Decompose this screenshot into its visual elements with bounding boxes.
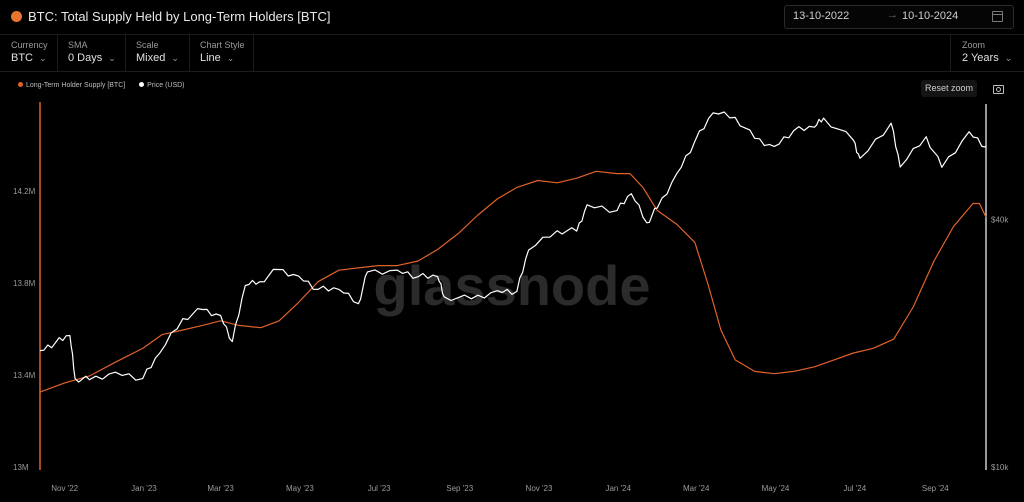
chevron-down-icon: ⌄ (39, 53, 47, 63)
chevron-down-icon: ⌄ (108, 53, 116, 63)
y-left-tick-label: 13.4M (13, 371, 36, 380)
x-tick-label: Mar '24 (683, 484, 710, 493)
chart-controls: Currency BTC ⌄ SMA 0 Days ⌄ Scale Mixed ⌄ C… (0, 34, 1024, 72)
date-end-input[interactable]: 10-10-2024 (902, 10, 959, 22)
top-bar: BTC: Total Supply Held by Long-Term Hold… (0, 0, 1024, 35)
chart-style-select[interactable]: Chart Style Line ⌄ (189, 34, 254, 71)
arrow-right-icon: → (887, 9, 898, 21)
scale-label: Scale (136, 40, 159, 50)
x-tick-label: Jan '23 (131, 484, 157, 493)
currency-label: Currency (11, 40, 48, 50)
sma-select[interactable]: SMA 0 Days ⌄ (57, 34, 126, 71)
x-tick-label: Sep '24 (922, 484, 949, 493)
zoom-select[interactable]: Zoom 2 Years ⌄ (950, 34, 1024, 71)
x-tick-label: May '24 (762, 484, 790, 493)
legend-swatch (139, 82, 145, 87)
x-tick-label: May '23 (286, 484, 314, 493)
x-tick-label: Nov '23 (526, 484, 553, 493)
watermark: glassnode (374, 254, 651, 317)
date-range-picker[interactable]: 13-10-2022 → 10-10-2024 (784, 5, 1014, 29)
y-left-tick-label: 13.8M (13, 279, 36, 288)
x-tick-label: Mar '23 (207, 484, 234, 493)
chevron-down-icon: ⌄ (226, 53, 235, 63)
y-left-tick-label: 13M (13, 463, 29, 472)
chevron-down-icon: ⌄ (1004, 53, 1013, 63)
x-tick-label: Jul '24 (843, 484, 866, 493)
y-left-tick-label: 14.2M (13, 187, 36, 196)
reset-zoom-button[interactable]: Reset zoom (921, 80, 977, 97)
x-tick-label: Jan '24 (605, 484, 631, 493)
x-tick-label: Nov '22 (51, 484, 78, 493)
sma-label: SMA (68, 40, 88, 50)
chart-style-value: Line (200, 52, 221, 64)
currency-value: BTC (11, 52, 33, 64)
scale-value: Mixed (136, 52, 166, 64)
x-tick-label: Jul '23 (368, 484, 391, 493)
chart-legend: Long-Term Holder Supply [BTC] Price (USD… (18, 82, 197, 89)
chevron-down-icon: ⌄ (171, 53, 179, 63)
legend-item-price[interactable]: Price (USD) (139, 82, 185, 89)
legend-item-lth-supply[interactable]: Long-Term Holder Supply [BTC] (18, 82, 125, 89)
calendar-icon[interactable] (992, 11, 1003, 22)
x-tick-label: Sep '23 (446, 484, 473, 493)
y-right-tick-label: $40k (991, 216, 1009, 225)
chart-style-label: Chart Style (200, 40, 245, 50)
camera-icon[interactable] (993, 85, 1004, 94)
series-line-price (39, 111, 987, 383)
legend-label: Long-Term Holder Supply [BTC] (26, 82, 126, 89)
page-title: BTC: Total Supply Held by Long-Term Hold… (28, 9, 331, 24)
zoom-value: 2 Years (962, 52, 999, 64)
sma-value: 0 Days (68, 52, 103, 64)
y-right-tick-label: $10k (991, 463, 1009, 472)
series-line-lth-supply (39, 170, 987, 393)
legend-label: Price (USD) (147, 82, 185, 89)
legend-swatch (18, 82, 23, 87)
zoom-label: Zoom (962, 40, 986, 50)
date-start-input[interactable]: 13-10-2022 (793, 10, 850, 22)
scale-select[interactable]: Scale Mixed ⌄ (125, 34, 190, 71)
currency-select[interactable]: Currency BTC ⌄ (0, 34, 58, 71)
bitcoin-asset-icon (11, 11, 22, 22)
